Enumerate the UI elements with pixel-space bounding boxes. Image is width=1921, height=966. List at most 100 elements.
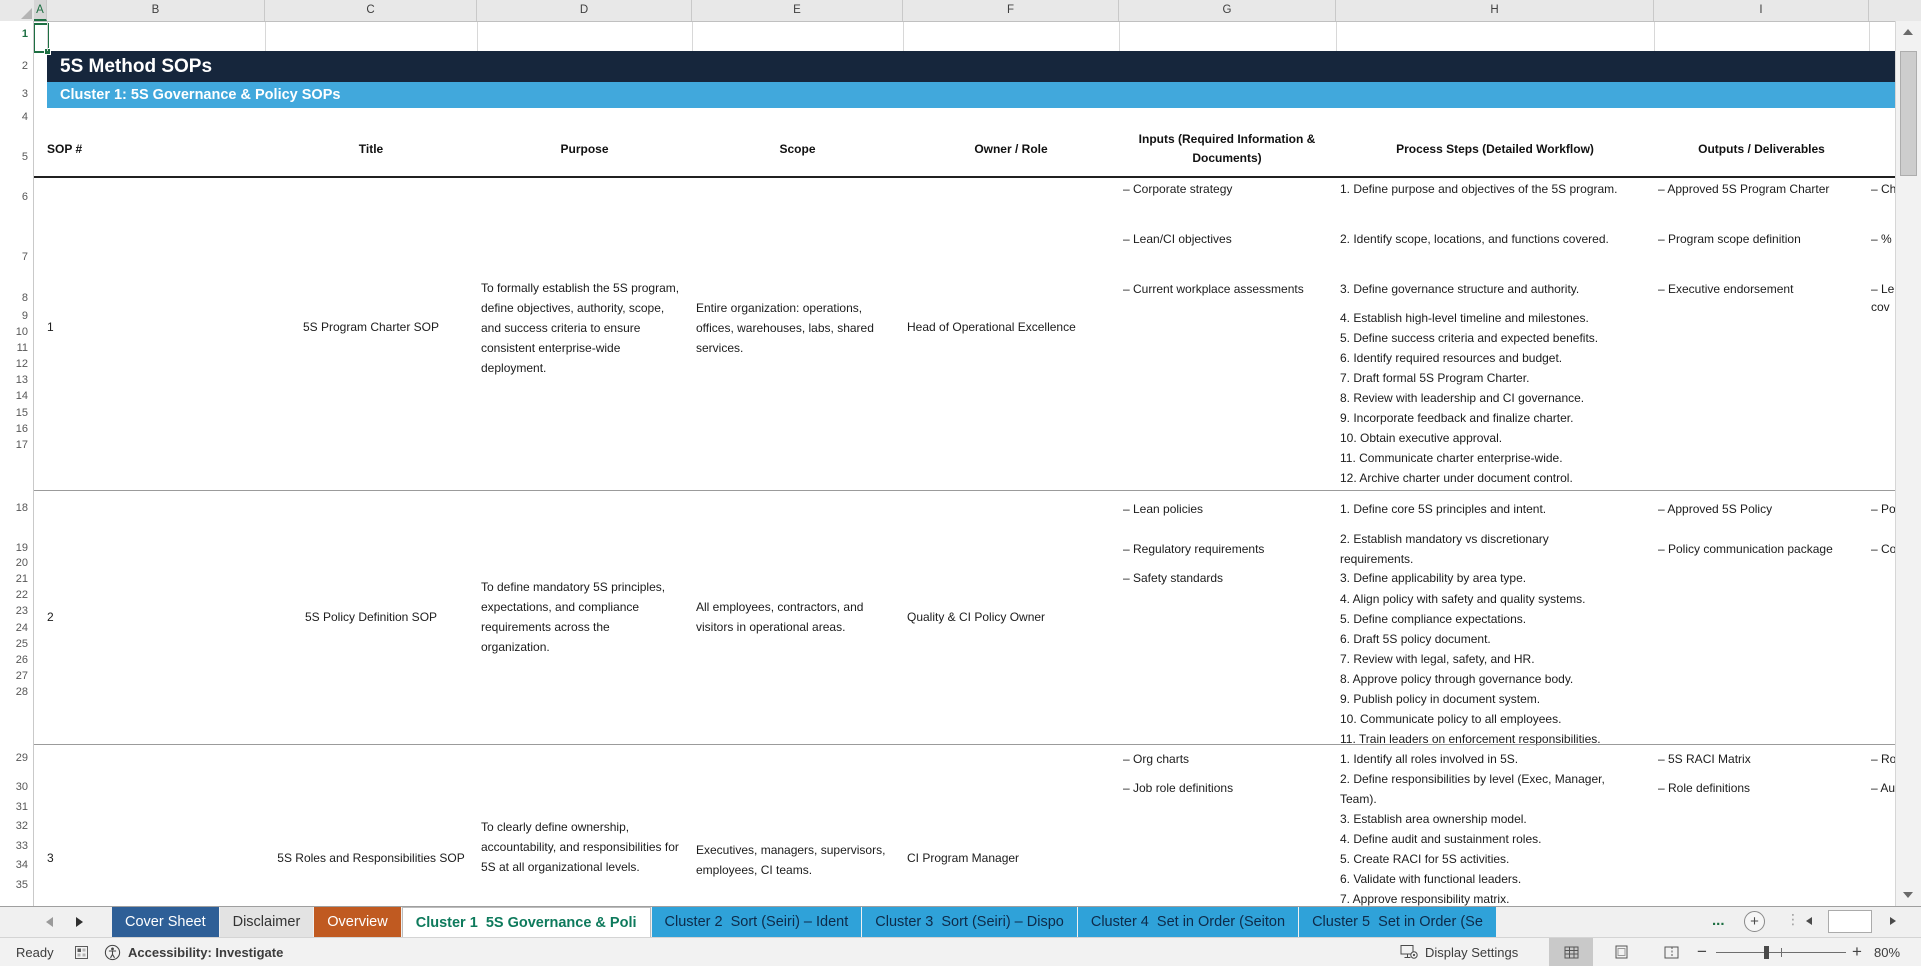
row-header-4[interactable]: 4 [21, 111, 28, 123]
zoom-out-button[interactable]: − [1697, 942, 1707, 961]
step-item[interactable]: 7. Draft formal 5S Program Charter. [1340, 371, 1530, 385]
view-page-break-button[interactable] [1649, 938, 1693, 966]
output-item[interactable]: – 5S RACI Matrix [1658, 752, 1751, 766]
step-item[interactable]: 9. Publish policy in document system. [1340, 692, 1541, 706]
row-header-11[interactable]: 11 [16, 342, 28, 354]
hscroll-right-icon[interactable] [1890, 917, 1896, 925]
row-header-32[interactable]: 32 [15, 820, 28, 832]
truncated-item[interactable]: – Po [1871, 502, 1896, 516]
row-header-33[interactable]: 33 [15, 840, 28, 852]
input-item[interactable]: – Corporate strategy [1123, 182, 1233, 196]
scroll-down-icon[interactable] [1903, 892, 1913, 898]
sheet-tab-cluster-3-sort-seiri-dispo[interactable]: Cluster 3 Sort (Seiri) – Dispo [862, 907, 1077, 937]
vertical-scrollbar-thumb[interactable] [1900, 51, 1917, 176]
row-header-22[interactable]: 22 [15, 589, 28, 601]
step-item[interactable]: 7. Approve responsibility matrix. [1340, 892, 1510, 906]
tab-nav-right-icon[interactable] [76, 917, 83, 927]
macro-record-button[interactable] [74, 938, 89, 966]
step-item[interactable]: 6. Draft 5S policy document. [1340, 632, 1491, 646]
input-item[interactable]: – Org charts [1123, 752, 1190, 766]
row-header-35[interactable]: 35 [15, 879, 28, 891]
cell-title[interactable]: 5S Program Charter SOP [302, 320, 440, 334]
input-item[interactable]: – Lean/CI objectives [1123, 232, 1232, 246]
truncated-item[interactable]: – Ch [1871, 182, 1897, 196]
row-header-34[interactable]: 34 [15, 859, 28, 871]
tab-overflow-ellipsis[interactable]: ... [1712, 912, 1725, 929]
column-title-5[interactable]: Owner / Role [974, 142, 1048, 156]
column-header-c[interactable]: C [265, 0, 477, 21]
display-settings-button[interactable]: Display Settings [1400, 938, 1518, 966]
column-title-7[interactable]: Process Steps (Detailed Workflow) [1396, 142, 1594, 156]
column-header-d[interactable]: D [477, 0, 692, 21]
step-item[interactable]: 10. Obtain executive approval. [1340, 431, 1503, 445]
sheet-tab-cluster-4-set-in-order-seiton[interactable]: Cluster 4 Set in Order (Seiton [1077, 907, 1299, 937]
step-item[interactable]: 10. Communicate policy to all employees. [1340, 712, 1562, 726]
scroll-up-icon[interactable] [1903, 29, 1913, 35]
row-header-17[interactable]: 17 [15, 439, 28, 451]
title-banner[interactable]: 5S Method SOPs [47, 51, 1895, 82]
step-item[interactable]: 11. Communicate charter enterprise-wide. [1340, 451, 1563, 465]
step-item[interactable]: 11. Train leaders on enforcement respons… [1340, 732, 1601, 746]
row-header-10[interactable]: 10 [15, 326, 28, 338]
row-header-9[interactable]: 9 [21, 310, 28, 322]
input-item[interactable]: – Current workplace assessments [1123, 282, 1304, 296]
step-item[interactable]: 3. Define applicability by area type. [1340, 571, 1527, 585]
step-item[interactable]: 1. Identify all roles involved in 5S. [1340, 752, 1519, 766]
cell-sop-number[interactable]: 1 [47, 320, 54, 334]
row-header-20[interactable]: 20 [15, 557, 28, 569]
input-item[interactable]: – Safety standards [1123, 571, 1224, 585]
column-header-e[interactable]: E [692, 0, 903, 21]
sheet-tab-overview[interactable]: Overview [314, 907, 401, 937]
cell-purpose[interactable]: To clearly define ownership, accountabil… [481, 820, 679, 874]
step-item[interactable]: 6. Validate with functional leaders. [1340, 872, 1522, 886]
output-item[interactable]: – Policy communication package [1658, 542, 1833, 556]
cell-scope[interactable]: All employees, contractors, and visitors… [696, 600, 864, 634]
row-header-19[interactable]: 19 [15, 542, 28, 554]
row-header-2[interactable]: 2 [21, 60, 28, 72]
column-title-4[interactable]: Scope [779, 142, 816, 156]
column-header-g[interactable]: G [1119, 0, 1336, 21]
view-normal-button[interactable] [1549, 938, 1593, 966]
row-header-30[interactable]: 30 [15, 781, 28, 793]
truncated-item[interactable]: – Co [1871, 542, 1897, 556]
step-item[interactable]: 4. Establish high-level timeline and mil… [1340, 311, 1589, 325]
new-sheet-button[interactable]: + [1744, 911, 1765, 932]
output-item[interactable]: – Approved 5S Policy [1658, 502, 1773, 516]
step-item[interactable]: 2. Establish mandatory vs discretionary … [1340, 532, 1549, 566]
truncated-item[interactable]: cov [1871, 300, 1890, 314]
row-header-16[interactable]: 16 [15, 423, 28, 435]
row-header-14[interactable]: 14 [15, 390, 28, 402]
output-item[interactable]: – Executive endorsement [1658, 282, 1794, 296]
cell-title[interactable]: 5S Policy Definition SOP [304, 610, 438, 624]
input-item[interactable]: – Job role definitions [1123, 781, 1234, 795]
column-title-8[interactable]: Outputs / Deliverables [1698, 142, 1825, 156]
row-header-25[interactable]: 25 [15, 638, 28, 650]
column-header-i[interactable]: I [1654, 0, 1869, 21]
row-header-15[interactable]: 15 [15, 407, 28, 419]
row-header-12[interactable]: 12 [15, 358, 28, 370]
subtitle-banner[interactable]: Cluster 1: 5S Governance & Policy SOPs [47, 82, 1895, 108]
hscroll-left-icon[interactable] [1806, 917, 1812, 925]
column-header-a[interactable]: A [34, 0, 47, 21]
sheet-tab-disclaimer[interactable]: Disclaimer [219, 907, 314, 937]
truncated-item[interactable]: – Le [1871, 282, 1895, 296]
column-title-3[interactable]: Purpose [560, 142, 609, 156]
output-item[interactable]: – Program scope definition [1658, 232, 1801, 246]
row-header-5[interactable]: 5 [21, 151, 28, 163]
truncated-item[interactable]: – % [1871, 232, 1892, 246]
zoom-in-button[interactable]: + [1852, 942, 1862, 961]
step-item[interactable]: 2. Identify scope, locations, and functi… [1340, 232, 1609, 246]
column-title-1[interactable]: SOP # [47, 142, 83, 156]
step-item[interactable]: 4. Define audit and sustainment roles. [1340, 832, 1542, 846]
row-header-3[interactable]: 3 [21, 88, 28, 100]
cell-scope[interactable]: Executives, managers, supervisors, emplo… [696, 843, 886, 877]
sheet-tab-cluster-1-5s-governance-poli[interactable]: Cluster 1 5S Governance & Poli [401, 907, 651, 937]
row-header-6[interactable]: 6 [21, 191, 28, 203]
row-header-1[interactable]: 1 [21, 28, 28, 40]
step-item[interactable]: 3. Establish area ownership model. [1340, 812, 1527, 826]
step-item[interactable]: 12. Archive charter under document contr… [1340, 471, 1573, 485]
step-item[interactable]: 1. Define core 5S principles and intent. [1340, 502, 1547, 516]
step-item[interactable]: 8. Review with leadership and CI governa… [1340, 391, 1585, 405]
sheet-tab-cluster-5-set-in-order-se[interactable]: Cluster 5 Set in Order (Se [1299, 907, 1496, 937]
row-header-18[interactable]: 18 [15, 502, 28, 514]
